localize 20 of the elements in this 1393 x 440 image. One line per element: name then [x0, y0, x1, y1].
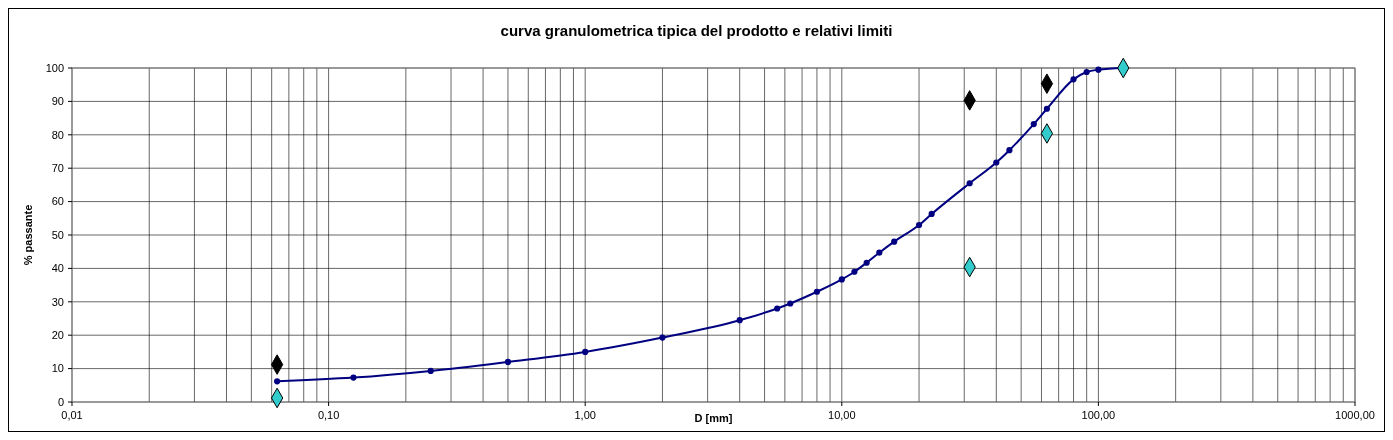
x-tick-label: 0,10 [317, 409, 340, 421]
y-tick-label: 60 [51, 195, 64, 208]
x-tick-label: 100,00 [1081, 409, 1116, 421]
x-tick-label: 1,00 [574, 409, 596, 421]
y-tick-label: 20 [51, 329, 64, 342]
y-tick-label: 90 [51, 95, 64, 108]
y-tick-label: 70 [51, 162, 64, 175]
x-tick-label: 0,01 [61, 409, 83, 421]
y-tick-label: 100 [45, 61, 64, 74]
y-tick-label: 0 [57, 395, 64, 408]
y-tick-label: 80 [51, 128, 64, 141]
x-tick-label: 1000,00 [1335, 409, 1375, 421]
y-tick-label: 40 [51, 262, 64, 275]
x-axis-title: D [mm] [694, 412, 733, 424]
y-tick-label: 50 [51, 228, 64, 241]
y-axis-title: % passante [22, 204, 34, 266]
x-tick-label: 10,00 [828, 409, 856, 421]
y-tick-label: 30 [51, 295, 64, 308]
chart-title: curva granulometrica tipica del prodotto e relativi limiti [500, 22, 893, 39]
y-tick-label: 10 [51, 362, 64, 375]
